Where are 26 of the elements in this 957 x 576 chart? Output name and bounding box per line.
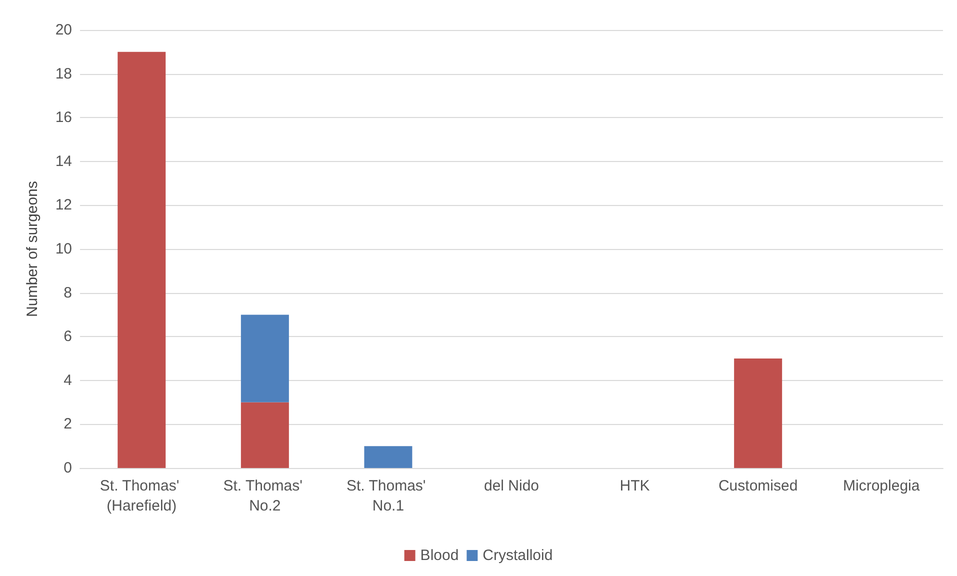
y-axis-title: Number of surgeons (24, 181, 41, 317)
bar (734, 358, 782, 468)
x-tick-label: St. Thomas' No.2 (223, 478, 307, 514)
legend-label: Crystalloid (482, 547, 553, 564)
bar (240, 402, 289, 468)
x-tick-label: del Nido (484, 478, 540, 494)
y-tick-label: 12 (55, 196, 72, 214)
bar (364, 446, 412, 468)
x-tick-label: Customised (718, 478, 798, 494)
y-tick-label: 0 (64, 460, 72, 476)
x-tick-label: St. Thomas' No.1 (346, 478, 430, 514)
y-tick-label: 10 (55, 240, 72, 258)
bar (240, 314, 289, 402)
y-tick-label: 20 (55, 22, 72, 38)
y-tick-label: 4 (64, 372, 72, 389)
y-tick-label: 6 (64, 328, 72, 346)
bar (118, 52, 166, 468)
y-tick-label: 18 (55, 65, 72, 82)
y-tick-label: 2 (64, 416, 72, 433)
y-tick-label: 16 (55, 109, 72, 126)
x-tick-label: HTK (620, 478, 650, 494)
y-tick-label: 14 (55, 152, 72, 170)
legend-label: Blood (420, 547, 459, 564)
x-tick-label: Microplegia (843, 478, 920, 494)
x-tick-label: St. Thomas' (Harefield) (100, 478, 184, 514)
y-tick-label: 8 (64, 284, 72, 302)
